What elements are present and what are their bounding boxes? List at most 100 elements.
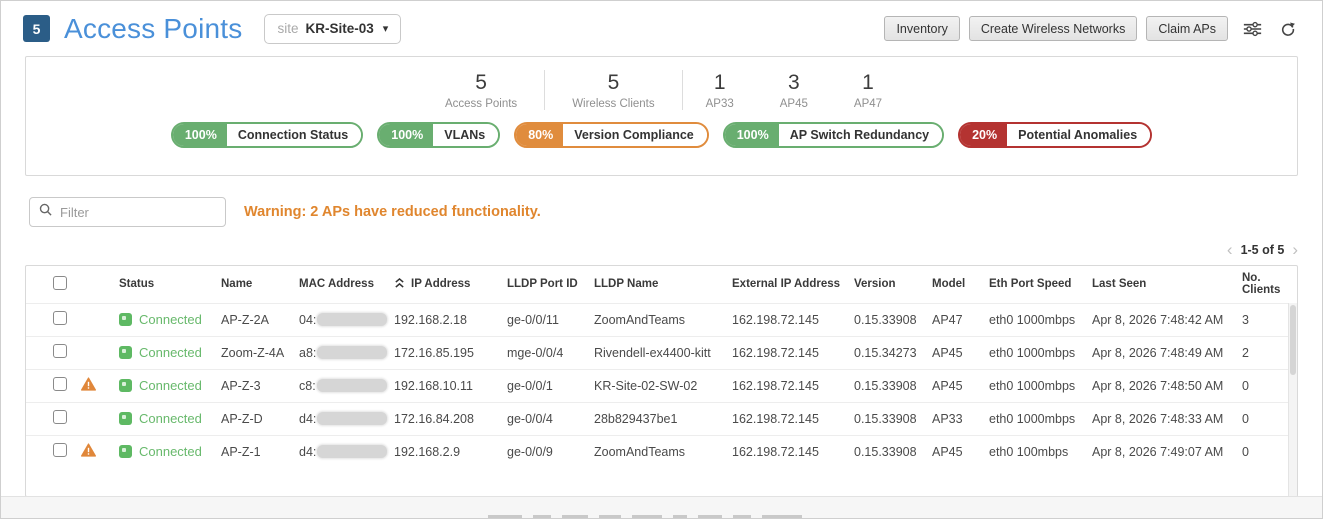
table-scrollbar[interactable] (1288, 303, 1297, 496)
connected-status-icon (119, 379, 132, 392)
row-checkbox[interactable] (53, 410, 67, 424)
redacted-mac (317, 411, 388, 425)
table-row[interactable]: Connected Zoom-Z-4A a8: 172.16.85.195 mg… (26, 335, 1297, 369)
table-row[interactable]: Connected AP-Z-3 c8: 192.168.10.11 ge-0/… (26, 368, 1297, 402)
stat-value: 5 (475, 71, 487, 94)
row-checkbox[interactable] (53, 443, 67, 458)
column-eth-port-speed[interactable]: Eth Port Speed (989, 278, 1072, 291)
cell-ap-name[interactable]: AP-Z-1 (221, 434, 299, 468)
chevron-down-icon: ▾ (382, 23, 389, 35)
health-badge[interactable]: 20% Potential Anomalies (958, 122, 1153, 148)
redacted-mac (316, 378, 387, 392)
stat-label: AP33 (705, 98, 734, 110)
cell-lldp-port-id: ge-0/0/1 (507, 368, 594, 402)
health-badge[interactable]: 100% VLANs (377, 122, 501, 148)
cell-last-seen: Apr 8, 2026 7:48:42 AM (1092, 302, 1242, 336)
cell-eth-port-speed: eth0 100mbps (989, 434, 1092, 468)
table-row[interactable]: Connected AP-Z-2A 04: 192.168.2.18 ge-0/… (26, 302, 1297, 336)
column-external-ip[interactable]: External IP Address (732, 278, 841, 291)
cell-version: 0.15.33908 (854, 401, 932, 435)
cell-lldp-name: ZoomAndTeams (594, 434, 732, 468)
cell-ap-name[interactable]: AP-Z-D (221, 401, 299, 435)
health-badges-row: 100% Connection Status 100% VLANs 80% Ve… (26, 122, 1297, 148)
cell-version: 0.15.33908 (854, 368, 932, 402)
cell-lldp-name: 28b829437be1 (594, 401, 732, 435)
connected-status-icon (119, 445, 132, 459)
cell-ap-name[interactable]: Zoom-Z-4A (221, 335, 299, 369)
footer-strip (1, 496, 1322, 518)
column-lldp-port-id[interactable]: LLDP Port ID (507, 278, 578, 291)
cell-no-clients: 0 (1242, 434, 1297, 468)
health-badge[interactable]: 100% AP Switch Redundancy (722, 122, 945, 148)
refresh-icon[interactable] (1276, 17, 1300, 41)
cell-version: 0.15.33908 (854, 302, 932, 336)
health-badge-percent: 100% (724, 124, 779, 146)
cell-lldp-port-id: ge-0/0/4 (507, 401, 594, 435)
column-model[interactable]: Model (932, 278, 966, 291)
column-ip-address[interactable]: IP Address (394, 266, 507, 303)
column-status[interactable]: Status (119, 278, 155, 291)
health-badge[interactable]: 80% Version Compliance (514, 122, 709, 148)
reduced-functionality-warning: Warning: 2 APs have reduced functionalit… (244, 204, 541, 220)
health-badge-percent: 20% (960, 124, 1008, 146)
action-button[interactable]: Inventory (884, 16, 960, 41)
header-warning-spacer (81, 266, 119, 303)
column-version[interactable]: Version (854, 278, 896, 291)
table-row[interactable]: Connected AP-Z-D d4: 172.16.84.208 ge-0/… (26, 401, 1297, 435)
cell-model: AP33 (932, 401, 989, 435)
stat-value: 5 (607, 71, 620, 94)
cell-external-ip: 162.198.72.145 (732, 335, 854, 369)
stat-item: 5 Wireless Clients (545, 70, 681, 110)
stats-row: 5 Access Points 5 Wireless Clients 1 AP3… (26, 57, 1297, 110)
status-label: Connected (139, 444, 202, 460)
cell-version: 0.15.34273 (854, 335, 932, 369)
cell-eth-port-speed: eth0 1000mbps (989, 335, 1092, 369)
settings-sliders-icon[interactable] (1240, 17, 1264, 41)
warning-icon (81, 377, 96, 391)
site-selector-label: site (277, 21, 299, 36)
row-checkbox[interactable] (53, 377, 67, 391)
cell-last-seen: Apr 8, 2026 7:48:49 AM (1092, 335, 1242, 369)
cell-lldp-port-id: mge-0/0/4 (507, 335, 594, 369)
site-selector[interactable]: site KR-Site-03 ▾ (264, 13, 402, 44)
site-selector-value: KR-Site-03 (305, 21, 374, 36)
redacted-mac (317, 312, 388, 326)
cell-ip-address: 192.168.2.18 (394, 302, 507, 336)
column-mac-address[interactable]: MAC Address (299, 278, 374, 291)
cell-last-seen: Apr 8, 2026 7:48:33 AM (1092, 401, 1242, 435)
health-badge-label: Connection Status (226, 124, 362, 146)
cell-external-ip: 162.198.72.145 (732, 302, 854, 336)
cell-lldp-name: KR-Site-02-SW-02 (594, 368, 732, 402)
cell-ap-name[interactable]: AP-Z-2A (221, 302, 299, 336)
action-button[interactable]: Claim APs (1146, 16, 1228, 41)
column-lldp-name[interactable]: LLDP Name (594, 278, 659, 291)
filter-box[interactable] (29, 197, 226, 227)
cell-eth-port-speed: eth0 1000mbps (989, 302, 1092, 336)
table-row[interactable]: Connected AP-Z-1 d4: 192.168.2.9 ge-0/0/… (26, 434, 1297, 468)
cell-eth-port-speed: eth0 1000mbps (989, 368, 1092, 402)
select-all-checkbox[interactable] (53, 275, 67, 290)
health-badge[interactable]: 100% Connection Status (170, 122, 364, 148)
next-page-icon[interactable]: › (1292, 240, 1298, 259)
health-badge-label: AP Switch Redundancy (778, 124, 943, 146)
row-checkbox[interactable] (53, 311, 67, 325)
clipped-footer-content (488, 515, 802, 518)
column-name[interactable]: Name (221, 278, 253, 291)
status-label: Connected (139, 312, 202, 327)
search-icon (39, 203, 52, 221)
row-checkbox[interactable] (53, 344, 67, 358)
stat-label: Access Points (444, 98, 518, 110)
column-no-clients[interactable]: No. Clients (1242, 272, 1281, 297)
prev-page-icon[interactable]: ‹ (1226, 240, 1233, 259)
action-button[interactable]: Create Wireless Networks (968, 16, 1138, 41)
table-scrollbar-thumb[interactable] (1290, 305, 1296, 375)
sort-ascending-icon[interactable] (394, 277, 405, 292)
pagination: ‹ 1-5 of 5 › (1, 241, 1298, 259)
stat-item: 5 Access Points (418, 70, 544, 110)
connected-status-icon (119, 346, 132, 359)
cell-ap-name[interactable]: AP-Z-3 (221, 368, 299, 402)
column-last-seen[interactable]: Last Seen (1092, 278, 1147, 291)
filter-input[interactable] (60, 204, 200, 220)
stat-value: 1 (713, 71, 726, 94)
health-badge-percent: 100% (379, 124, 434, 146)
